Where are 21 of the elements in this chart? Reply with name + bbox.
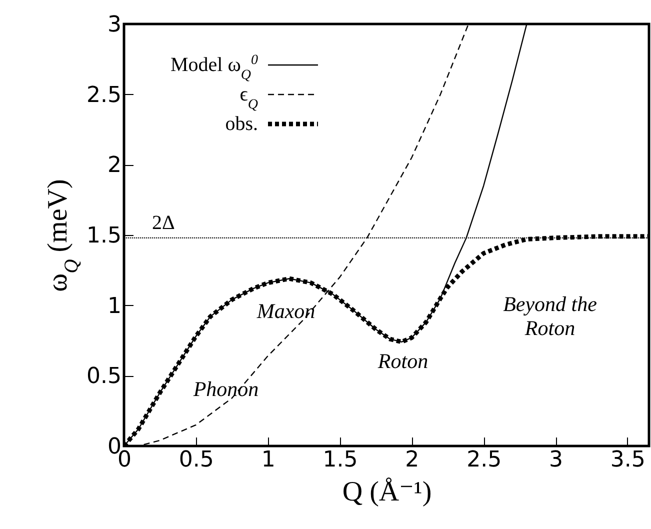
x-tick-label: 2 (405, 448, 420, 472)
annotation: Roton (376, 349, 428, 373)
x-tick-label: 1.5 (322, 448, 358, 472)
y-tick-label: 0.5 (86, 364, 122, 390)
y-tick-label: 2.5 (86, 82, 122, 108)
x-tick-label: 1 (261, 448, 276, 472)
x-tick-label: 3 (549, 448, 564, 472)
x-tick-label: 2.5 (466, 448, 502, 472)
x-tick-label: 3.5 (610, 448, 646, 472)
ref-line-label: 2Δ (152, 212, 175, 234)
annotation: Phonon (192, 377, 259, 401)
y-tick-label: 2 (108, 153, 122, 178)
y-tick-label: 1 (108, 294, 122, 319)
annotation: Beyond the Roton (503, 292, 597, 340)
legend-label: ϵ$_{Q}$ (240, 84, 258, 112)
y-tick-label: 1.5 (86, 224, 122, 248)
x-tick-label: 0.5 (178, 448, 214, 472)
y-tick-label: 3 (108, 12, 122, 38)
legend-label: obs. (225, 113, 258, 135)
annotation: Maxon (256, 299, 316, 323)
x-axis-title: Q (Å⁻¹) (342, 476, 432, 508)
